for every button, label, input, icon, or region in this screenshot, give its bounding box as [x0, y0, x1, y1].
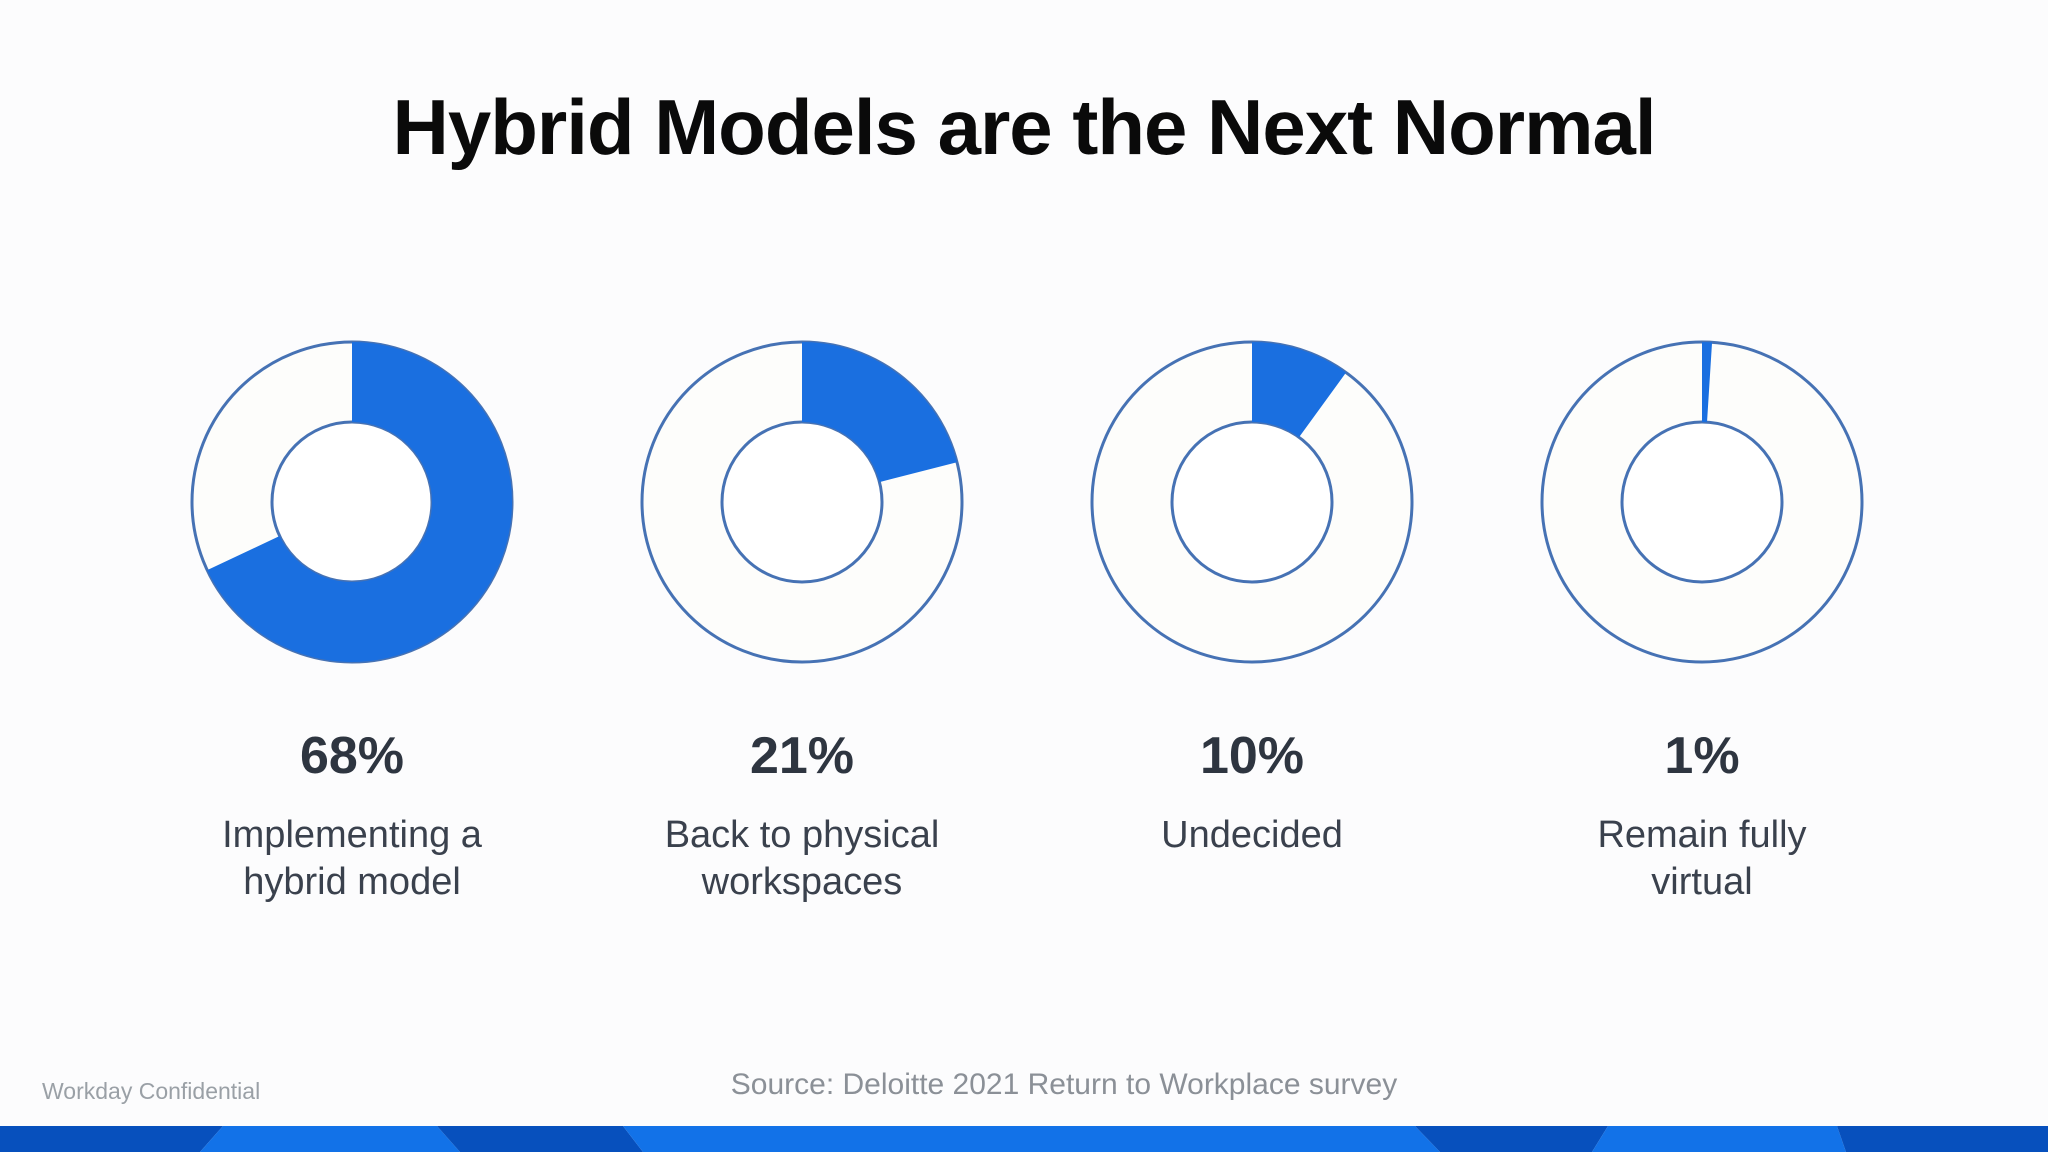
- chart-item-physical: 21% Back to physical workspaces: [577, 332, 1027, 905]
- chart-item-virtual: 1% Remain fully virtual: [1477, 332, 1927, 905]
- percent-label: 1%: [1664, 727, 1740, 785]
- donut-chart-virtual: [1540, 340, 1864, 664]
- chart-caption: Implementing a hybrid model: [222, 814, 482, 903]
- footer-band: [0, 1126, 2048, 1152]
- slide-title: Hybrid Models are the Next Normal: [392, 83, 1657, 171]
- donut-chart-hybrid: [190, 340, 514, 664]
- charts-row: 68% Implementing a hybrid model 21% Back…: [127, 332, 1927, 905]
- donut-chart-physical: [640, 340, 964, 664]
- confidential-label: Workday Confidential: [42, 1078, 261, 1104]
- percent-label: 10%: [1199, 727, 1305, 785]
- chart-item-undecided: 10% Undecided: [1027, 332, 1477, 905]
- source-label: Source: Deloitte 2021 Return to Workplac…: [730, 1068, 1398, 1101]
- donut-chart-undecided: [1090, 340, 1414, 664]
- percent-label: 68%: [299, 727, 405, 785]
- chart-caption: Undecided: [1161, 814, 1343, 856]
- chart-item-hybrid: 68% Implementing a hybrid model: [127, 332, 577, 905]
- percent-label: 21%: [749, 727, 855, 785]
- chart-caption: Remain fully virtual: [1597, 814, 1807, 903]
- chart-caption: Back to physical workspaces: [664, 814, 940, 903]
